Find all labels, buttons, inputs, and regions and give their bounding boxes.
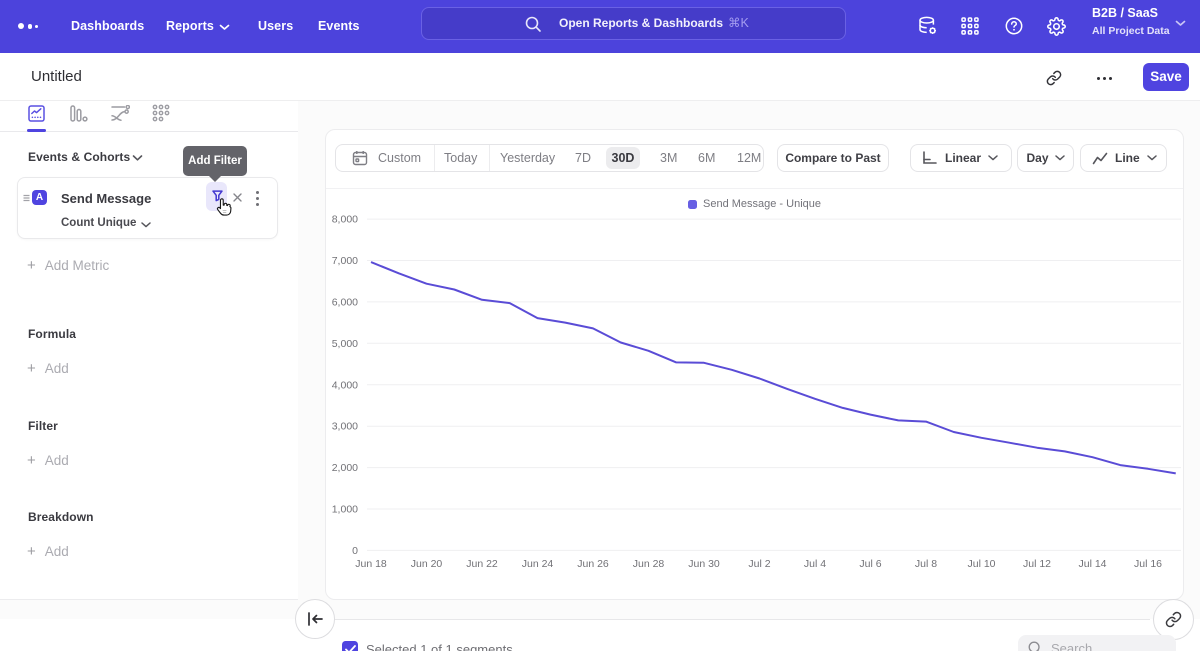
svg-text:3,000: 3,000 bbox=[332, 421, 358, 433]
svg-text:Jul 16: Jul 16 bbox=[1134, 558, 1162, 570]
svg-text:Jun 28: Jun 28 bbox=[633, 558, 665, 570]
svg-text:4,000: 4,000 bbox=[332, 379, 358, 391]
svg-text:8,000: 8,000 bbox=[332, 214, 358, 226]
svg-text:1,000: 1,000 bbox=[332, 504, 358, 516]
svg-text:Jul 12: Jul 12 bbox=[1023, 558, 1051, 570]
svg-text:Jul 2: Jul 2 bbox=[748, 558, 770, 570]
svg-text:5,000: 5,000 bbox=[332, 338, 358, 350]
svg-text:Jun 18: Jun 18 bbox=[355, 558, 387, 570]
svg-text:Jul 10: Jul 10 bbox=[967, 558, 995, 570]
svg-text:Jun 30: Jun 30 bbox=[688, 558, 720, 570]
svg-text:7,000: 7,000 bbox=[332, 255, 358, 267]
svg-text:Jun 24: Jun 24 bbox=[522, 558, 554, 570]
svg-text:Jun 26: Jun 26 bbox=[577, 558, 609, 570]
svg-text:Jun 22: Jun 22 bbox=[466, 558, 498, 570]
svg-text:Jul 4: Jul 4 bbox=[804, 558, 826, 570]
svg-text:Jul 6: Jul 6 bbox=[859, 558, 881, 570]
svg-text:Jun 20: Jun 20 bbox=[411, 558, 443, 570]
svg-text:2,000: 2,000 bbox=[332, 462, 358, 474]
svg-text:Jul 8: Jul 8 bbox=[915, 558, 937, 570]
svg-text:0: 0 bbox=[352, 545, 358, 557]
svg-text:6,000: 6,000 bbox=[332, 296, 358, 308]
svg-text:Jul 14: Jul 14 bbox=[1078, 558, 1106, 570]
